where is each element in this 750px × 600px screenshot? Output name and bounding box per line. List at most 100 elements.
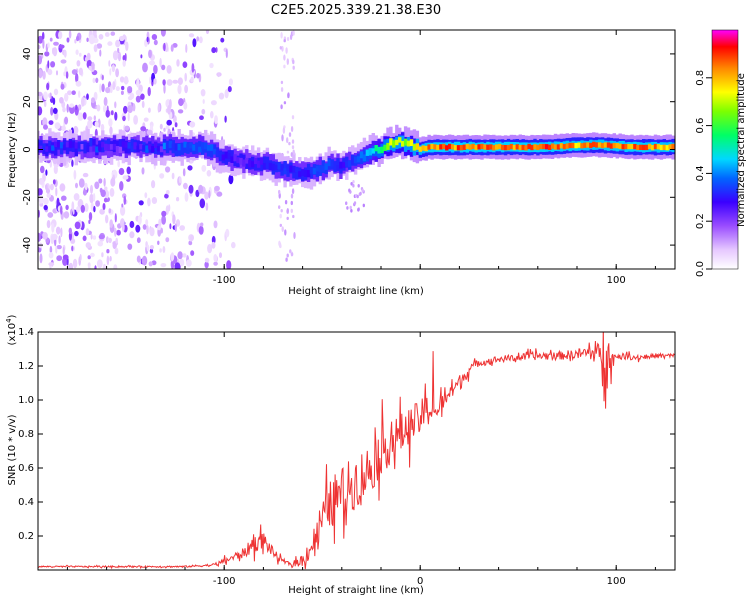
noise-speckle — [166, 79, 173, 86]
colorbar-label: Normalized spectral amplitude — [736, 73, 747, 227]
noise-speckle — [290, 193, 294, 199]
noise-speckle — [96, 259, 103, 269]
noise-speckle — [48, 252, 54, 259]
noise-speckle — [204, 191, 209, 200]
noise-speckle — [100, 123, 105, 132]
noise-speckle — [136, 78, 140, 88]
ridge-cell — [571, 142, 575, 149]
noise-speckle — [136, 237, 141, 244]
noise-speckle — [117, 47, 120, 54]
ridge-cell — [559, 143, 564, 149]
ridge-cell — [577, 142, 581, 148]
noise-speckle — [126, 166, 131, 175]
noise-speckle — [144, 192, 148, 199]
ridge-cell — [486, 144, 490, 150]
ridge-cell — [442, 143, 446, 150]
noise-speckle — [108, 60, 111, 67]
ridge-cell — [671, 143, 675, 150]
noise-speckle — [118, 167, 125, 176]
ridge-cell — [198, 141, 202, 152]
ridge-cell — [401, 140, 405, 147]
noise-speckle — [107, 41, 113, 46]
ridge-cell — [292, 165, 296, 173]
ridge-cell — [389, 138, 393, 146]
ridge-cell — [403, 138, 408, 146]
ridge-cell — [524, 145, 528, 151]
ridge-cell — [186, 143, 190, 150]
noise-speckle — [359, 191, 362, 196]
noise-speckle — [109, 68, 112, 76]
noise-speckle — [96, 104, 101, 112]
noise-speckle — [103, 104, 106, 113]
noise-speckle — [87, 255, 91, 260]
noise-speckle — [97, 240, 104, 247]
ridge-cell — [618, 143, 622, 149]
ridge-cell — [206, 144, 211, 151]
noise-speckle — [169, 223, 172, 230]
noise-speckle — [122, 175, 129, 180]
noise-speckle — [93, 115, 97, 121]
ridge-cell — [177, 143, 181, 151]
noise-speckle — [104, 189, 110, 199]
noise-speckle — [110, 110, 114, 116]
noise-speckle — [52, 97, 56, 106]
noise-speckle — [84, 203, 89, 212]
noise-speckle — [114, 213, 117, 223]
ridge-cell — [59, 142, 64, 149]
noise-speckle — [127, 243, 133, 250]
noise-speckle — [60, 205, 63, 215]
noise-speckle — [109, 187, 115, 197]
noise-speckle — [151, 197, 158, 204]
noise-speckle — [41, 31, 45, 41]
ridge-cell — [642, 144, 646, 151]
noise-speckle — [127, 105, 133, 114]
ridge-cell — [509, 143, 514, 150]
ridge-cell — [42, 143, 46, 151]
noise-speckle — [288, 132, 292, 137]
noise-speckle — [132, 103, 136, 112]
noise-speckle — [39, 253, 43, 264]
ridge-cell — [468, 144, 472, 150]
noise-speckle — [146, 36, 149, 43]
ridge-cell — [462, 144, 467, 150]
noise-speckle — [88, 219, 91, 224]
noise-speckle — [210, 100, 217, 106]
noise-speckle — [75, 49, 79, 55]
noise-speckle — [56, 245, 62, 250]
noise-speckle — [122, 55, 126, 61]
noise-speckle — [288, 141, 291, 146]
ridge-cell — [180, 143, 184, 151]
ridge-cell — [45, 146, 49, 152]
noise-speckle — [211, 47, 217, 54]
y-tick-label: 1.4 — [18, 327, 34, 338]
ridge-cell — [503, 145, 508, 151]
noise-speckle — [82, 112, 87, 120]
colorbar-gradient — [711, 29, 739, 270]
noise-speckle — [191, 63, 195, 73]
y-tick-label: 0 — [22, 146, 33, 152]
ridge-cell — [568, 142, 572, 149]
noise-speckle — [149, 60, 156, 66]
noise-speckle — [161, 210, 167, 217]
noise-speckle — [159, 173, 165, 179]
noise-speckle — [101, 83, 105, 93]
ridge-cell — [459, 145, 464, 151]
ridge-cell — [542, 143, 546, 150]
y-tick-label: -40 — [22, 237, 33, 253]
noise-speckle — [103, 177, 106, 187]
noise-speckle — [59, 97, 64, 104]
ridge-cell — [54, 144, 58, 156]
ridge-cell — [312, 168, 317, 175]
colorbar-tick-label: 0.0 — [695, 261, 706, 277]
noise-speckle — [153, 39, 158, 46]
colorbar-tick-label: 0.6 — [695, 118, 706, 134]
noise-speckle — [52, 47, 58, 57]
noise-speckle — [196, 72, 200, 79]
ridge-cell — [77, 142, 81, 149]
noise-speckle — [284, 229, 287, 236]
noise-speckle — [157, 103, 160, 113]
ridge-cell — [609, 143, 614, 149]
noise-speckle — [121, 222, 125, 232]
noise-speckle — [213, 254, 218, 262]
ridge-cell — [500, 144, 505, 151]
